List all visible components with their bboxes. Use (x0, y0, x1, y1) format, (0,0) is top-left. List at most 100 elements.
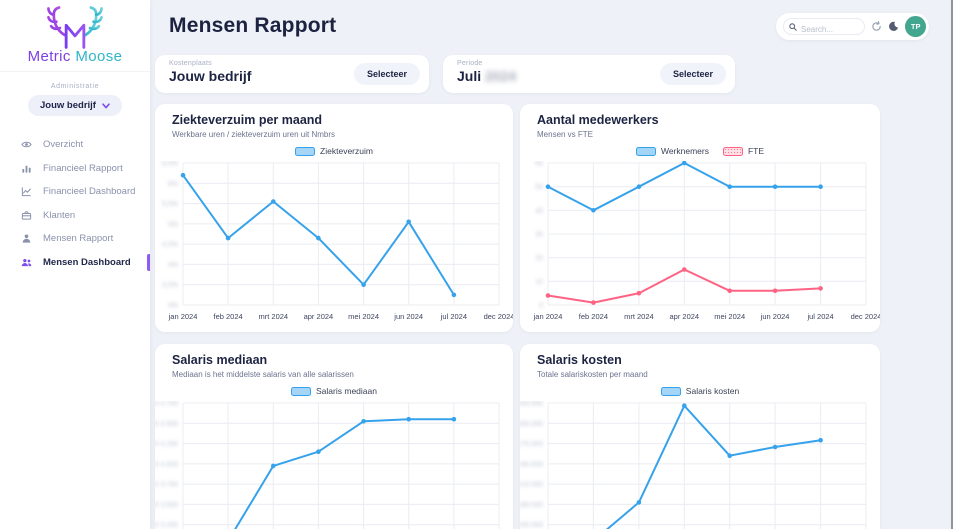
gridlines (547, 162, 867, 306)
data-point[interactable] (406, 416, 411, 422)
legend-label: Salaris kosten (685, 386, 740, 396)
gridlines (547, 402, 867, 529)
data-point[interactable] (727, 184, 732, 189)
data-point[interactable] (682, 161, 687, 166)
page-title: Mensen Rapport (169, 14, 337, 37)
filter-periode: Periode Juli 2024 Selecteer (443, 55, 735, 93)
svg-text:6%: 6% (168, 181, 178, 188)
data-point[interactable] (772, 184, 778, 189)
data-point[interactable] (818, 437, 823, 443)
data-point[interactable] (727, 453, 732, 458)
svg-text:€ 4.000: € 4.000 (155, 461, 178, 468)
data-point[interactable] (682, 403, 687, 408)
svg-text:€ 180.000: € 180.000 (520, 502, 543, 509)
svg-text:dec 2024: dec 2024 (851, 312, 880, 321)
data-point[interactable] (406, 219, 411, 225)
briefcase-icon (21, 210, 32, 221)
x-axis-labels: jan 2024 feb 2024 mrt 2024 apr 2024 mei 2024… (168, 312, 513, 321)
company-selector[interactable]: Jouw bedrijf (28, 95, 122, 116)
data-point[interactable] (818, 286, 823, 291)
svg-text:10: 10 (535, 279, 543, 286)
avatar[interactable]: TP (905, 16, 926, 37)
sidebar-item-financieel-dashboard[interactable]: Financieel Dashboard (21, 180, 150, 204)
svg-text:jan 2024: jan 2024 (533, 312, 563, 321)
chart-canvas[interactable]: € 330.000 € 300.000 € 270.000 € 240.000 € 21… (520, 401, 880, 529)
svg-text:€ 4.750: € 4.750 (155, 401, 178, 408)
filter-value: Jouw bedrijf (169, 68, 252, 84)
y-axis-labels: € 4.750 € 4.500 € 4.250 € 4.000 € 3.750 € 3.5… (155, 401, 178, 529)
legend-item-salaris-kosten[interactable]: Salaris kosten (660, 386, 740, 396)
data-point[interactable] (451, 292, 457, 298)
svg-text:€ 210.000: € 210.000 (520, 482, 543, 489)
brand-wordmark: Metric Moose (0, 48, 150, 65)
svg-text:mrt 2024: mrt 2024 (258, 312, 288, 321)
data-point[interactable] (727, 288, 732, 294)
data-point[interactable] (316, 449, 321, 454)
chart-canvas[interactable]: € 4.750 € 4.500 € 4.250 € 4.000 € 3.750 € 3.5… (155, 401, 513, 529)
data-point[interactable] (361, 282, 366, 287)
data-point[interactable] (818, 184, 823, 189)
svg-text:5,5%: 5,5% (162, 201, 178, 208)
legend-item-ziekteverzuim[interactable]: Ziekteverzuim (295, 146, 373, 156)
data-point[interactable] (225, 235, 231, 241)
data-point[interactable] (772, 288, 778, 294)
chart-canvas[interactable]: 60 50 40 30 20 10 0 jan 2024 feb 2024 mrt 2024 apr… (520, 161, 880, 332)
svg-text:feb 2024: feb 2024 (213, 312, 242, 321)
window-scrollbar[interactable] (951, 0, 953, 529)
legend-label: FTE (747, 146, 765, 156)
svg-text:€ 240.000: € 240.000 (520, 461, 543, 468)
search-input[interactable] (784, 22, 865, 37)
active-indicator (147, 253, 150, 271)
moose-antlers-logo (47, 6, 103, 49)
data-point[interactable] (591, 300, 596, 305)
svg-text:€ 300.000: € 300.000 (520, 421, 543, 428)
sidebar-item-overzicht[interactable]: Overzicht (21, 133, 150, 157)
svg-text:jun 2024: jun 2024 (760, 312, 790, 321)
selecteer-button-periode[interactable]: Selecteer (659, 63, 726, 85)
data-point[interactable] (636, 500, 642, 505)
sidebar-item-klanten[interactable]: Klanten (21, 204, 150, 228)
legend-swatch (291, 386, 312, 396)
selecteer-button-kostenplaats[interactable]: Selecteer (353, 63, 420, 85)
sidebar-item-label: Klanten (43, 209, 76, 221)
chart-canvas[interactable]: 6,5% 6% 5,5% 5% 4,5% 4% 3,5% 3% jan 2024 feb 2024… (155, 161, 513, 332)
chart-subtitle: Mensen vs FTE (537, 130, 594, 139)
data-point[interactable] (545, 293, 551, 298)
legend-item-salaris-mediaan[interactable]: Salaris mediaan (291, 386, 377, 396)
svg-text:40: 40 (535, 208, 543, 215)
legend-item-fte[interactable]: FTE (722, 146, 765, 156)
filter-kostenplaats: Kostenplaats Jouw bedrijf Selecteer (155, 55, 429, 93)
data-point[interactable] (636, 290, 642, 296)
data-point[interactable] (271, 463, 276, 469)
legend-item-werknemers[interactable]: Werknemers (635, 146, 709, 156)
chart-legend: Salaris kosten (520, 386, 880, 396)
svg-text:€ 150.000: € 150.000 (520, 522, 543, 529)
sidebar-item-financieel-rapport[interactable]: Financieel Rapport (21, 157, 150, 181)
filter-label: Periode (457, 60, 483, 67)
search-box[interactable] (783, 18, 866, 37)
data-point[interactable] (180, 172, 186, 178)
svg-text:jul 2024: jul 2024 (806, 312, 833, 321)
chart-card-salaris-mediaan: Salaris mediaan Mediaan is het middelste… (155, 344, 513, 529)
dark-mode-moon-icon[interactable] (888, 21, 899, 32)
svg-text:mei 2024: mei 2024 (348, 312, 379, 321)
filter-value: Juli 2024 (457, 68, 517, 84)
data-point[interactable] (451, 416, 457, 422)
gridlines (182, 402, 500, 529)
data-point[interactable] (591, 208, 596, 213)
data-point[interactable] (772, 444, 778, 450)
data-point[interactable] (636, 184, 642, 189)
data-point[interactable] (271, 199, 276, 204)
data-point[interactable] (316, 235, 321, 241)
chart-card-ziekteverzuim: Ziekteverzuim per maand Werkbare uren / … (155, 104, 513, 332)
legend-label: Werknemers (660, 146, 709, 156)
data-point[interactable] (361, 419, 366, 424)
svg-text:dec 2024: dec 2024 (484, 312, 513, 321)
data-point[interactable] (545, 184, 551, 189)
sidebar-item-mensen-rapport[interactable]: Mensen Rapport (21, 227, 150, 251)
sidebar-item-mensen-dashboard[interactable]: Mensen Dashboard (21, 251, 150, 275)
sidebar-section-label: Administratie (50, 83, 100, 90)
svg-text:€ 3.500: € 3.500 (155, 502, 178, 509)
data-point[interactable] (682, 267, 687, 272)
refresh-icon[interactable] (871, 21, 882, 32)
